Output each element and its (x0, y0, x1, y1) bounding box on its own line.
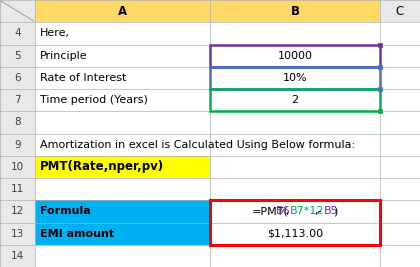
Text: ,-: ,- (314, 206, 322, 216)
Bar (0, 156, 35, 178)
Text: 11: 11 (11, 184, 24, 194)
Text: 7: 7 (14, 95, 21, 105)
Bar (210, 67, 380, 89)
Bar (210, 200, 380, 245)
Text: 6: 6 (14, 73, 21, 83)
Text: Rate of Interest: Rate of Interest (40, 73, 126, 83)
Bar (210, 45, 380, 67)
Text: 10%: 10% (283, 73, 307, 83)
Text: Amortization in excel is Calculated Using Below formula:: Amortization in excel is Calculated Usin… (40, 140, 355, 150)
Bar (380, 0, 420, 22)
Bar (35, 0, 210, 22)
Bar (210, 0, 380, 22)
Text: C: C (396, 5, 404, 18)
Text: B: B (291, 5, 299, 18)
Text: 8: 8 (14, 117, 21, 127)
Text: =PMT(: =PMT( (252, 206, 289, 216)
Bar (0, 222, 35, 245)
Bar (0, 45, 35, 67)
Text: 2: 2 (291, 95, 299, 105)
Text: 10: 10 (11, 162, 24, 172)
Text: B6: B6 (276, 206, 290, 216)
Bar (0, 178, 35, 200)
Text: PMT(Rate,nper,pv): PMT(Rate,nper,pv) (40, 160, 164, 173)
Bar (0, 22, 35, 45)
Text: 12: 12 (11, 206, 24, 216)
Text: A: A (118, 5, 127, 18)
Bar (378, 65, 382, 69)
Bar (0, 134, 35, 156)
Text: ): ) (333, 206, 338, 216)
Bar (0, 0, 35, 22)
Text: B5: B5 (324, 206, 339, 216)
Text: 9: 9 (14, 140, 21, 150)
Text: EMI amount: EMI amount (40, 229, 114, 239)
Text: Time period (Years): Time period (Years) (40, 95, 148, 105)
Bar (0, 111, 35, 134)
Bar (0, 67, 35, 89)
Bar (0, 245, 35, 267)
Text: Here,: Here, (40, 28, 70, 38)
Bar (378, 87, 382, 91)
Text: 10000: 10000 (278, 51, 312, 61)
Bar (0, 200, 35, 222)
Text: Formula: Formula (40, 206, 91, 216)
Text: 14: 14 (11, 251, 24, 261)
Bar (35, 222, 210, 245)
Bar (0, 89, 35, 111)
Bar (35, 156, 210, 178)
Bar (210, 89, 380, 111)
Bar (378, 42, 382, 46)
Text: 5: 5 (14, 51, 21, 61)
Text: $1,113.00: $1,113.00 (267, 229, 323, 239)
Text: 4: 4 (14, 28, 21, 38)
Text: 13: 13 (11, 229, 24, 239)
Bar (35, 200, 210, 222)
Text: ,: , (286, 206, 289, 216)
Bar (378, 109, 382, 113)
Text: B7*12: B7*12 (290, 206, 325, 216)
Text: Principle: Principle (40, 51, 88, 61)
